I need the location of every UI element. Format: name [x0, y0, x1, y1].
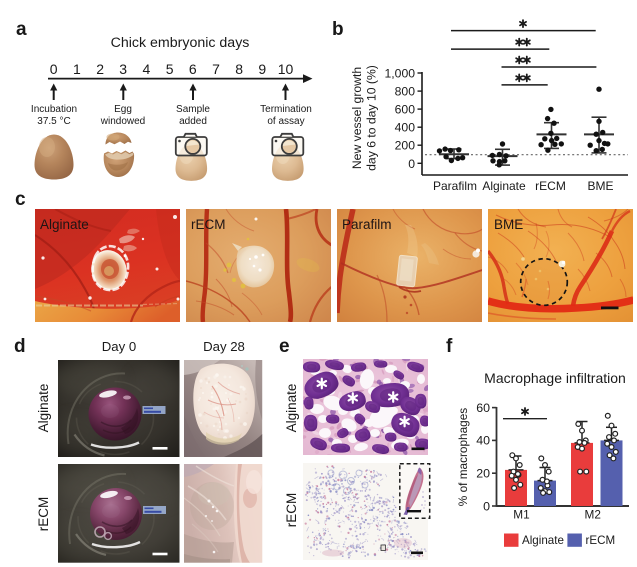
svg-text:10: 10 — [278, 61, 294, 77]
svg-text:New vessel growth: New vessel growth — [350, 67, 364, 169]
svg-text:Alginate: Alginate — [482, 179, 526, 193]
svg-text:Alginate: Alginate — [522, 534, 564, 547]
svg-text:M2: M2 — [585, 508, 601, 522]
svg-text:800: 800 — [395, 85, 416, 99]
svg-text:BME: BME — [587, 179, 613, 193]
svg-text:BME: BME — [494, 217, 523, 232]
svg-text:Alginate: Alginate — [40, 217, 89, 232]
svg-text:400: 400 — [395, 121, 416, 135]
svg-text:0: 0 — [50, 61, 58, 77]
svg-text:% of macrophages: % of macrophages — [456, 408, 470, 506]
svg-text:Macrophage infiltration: Macrophage infiltration — [484, 370, 626, 386]
svg-text:1: 1 — [73, 61, 81, 77]
svg-text:Parafilm: Parafilm — [342, 217, 392, 232]
svg-text:5: 5 — [166, 61, 174, 77]
svg-text:2: 2 — [96, 61, 104, 77]
svg-text:rECM: rECM — [586, 534, 616, 547]
svg-text:0: 0 — [408, 157, 415, 171]
svg-text:1,000: 1,000 — [385, 67, 416, 81]
svg-text:rECM: rECM — [535, 179, 566, 193]
svg-text:rECM: rECM — [191, 217, 226, 232]
svg-text:4: 4 — [143, 61, 151, 77]
svg-text:600: 600 — [395, 103, 416, 117]
svg-text:7: 7 — [212, 61, 220, 77]
svg-text:9: 9 — [258, 61, 266, 77]
svg-text:M1: M1 — [513, 508, 529, 522]
svg-text:20: 20 — [476, 467, 490, 481]
svg-text:3: 3 — [119, 61, 127, 77]
svg-text:Parafilm: Parafilm — [433, 179, 477, 193]
svg-text:40: 40 — [476, 434, 490, 448]
svg-text:8: 8 — [235, 61, 243, 77]
svg-text:day 6 to day 10 (%): day 6 to day 10 (%) — [365, 65, 379, 171]
svg-text:200: 200 — [395, 139, 416, 153]
svg-text:6: 6 — [189, 61, 197, 77]
svg-text:60: 60 — [476, 401, 490, 415]
svg-text:0: 0 — [483, 499, 490, 513]
